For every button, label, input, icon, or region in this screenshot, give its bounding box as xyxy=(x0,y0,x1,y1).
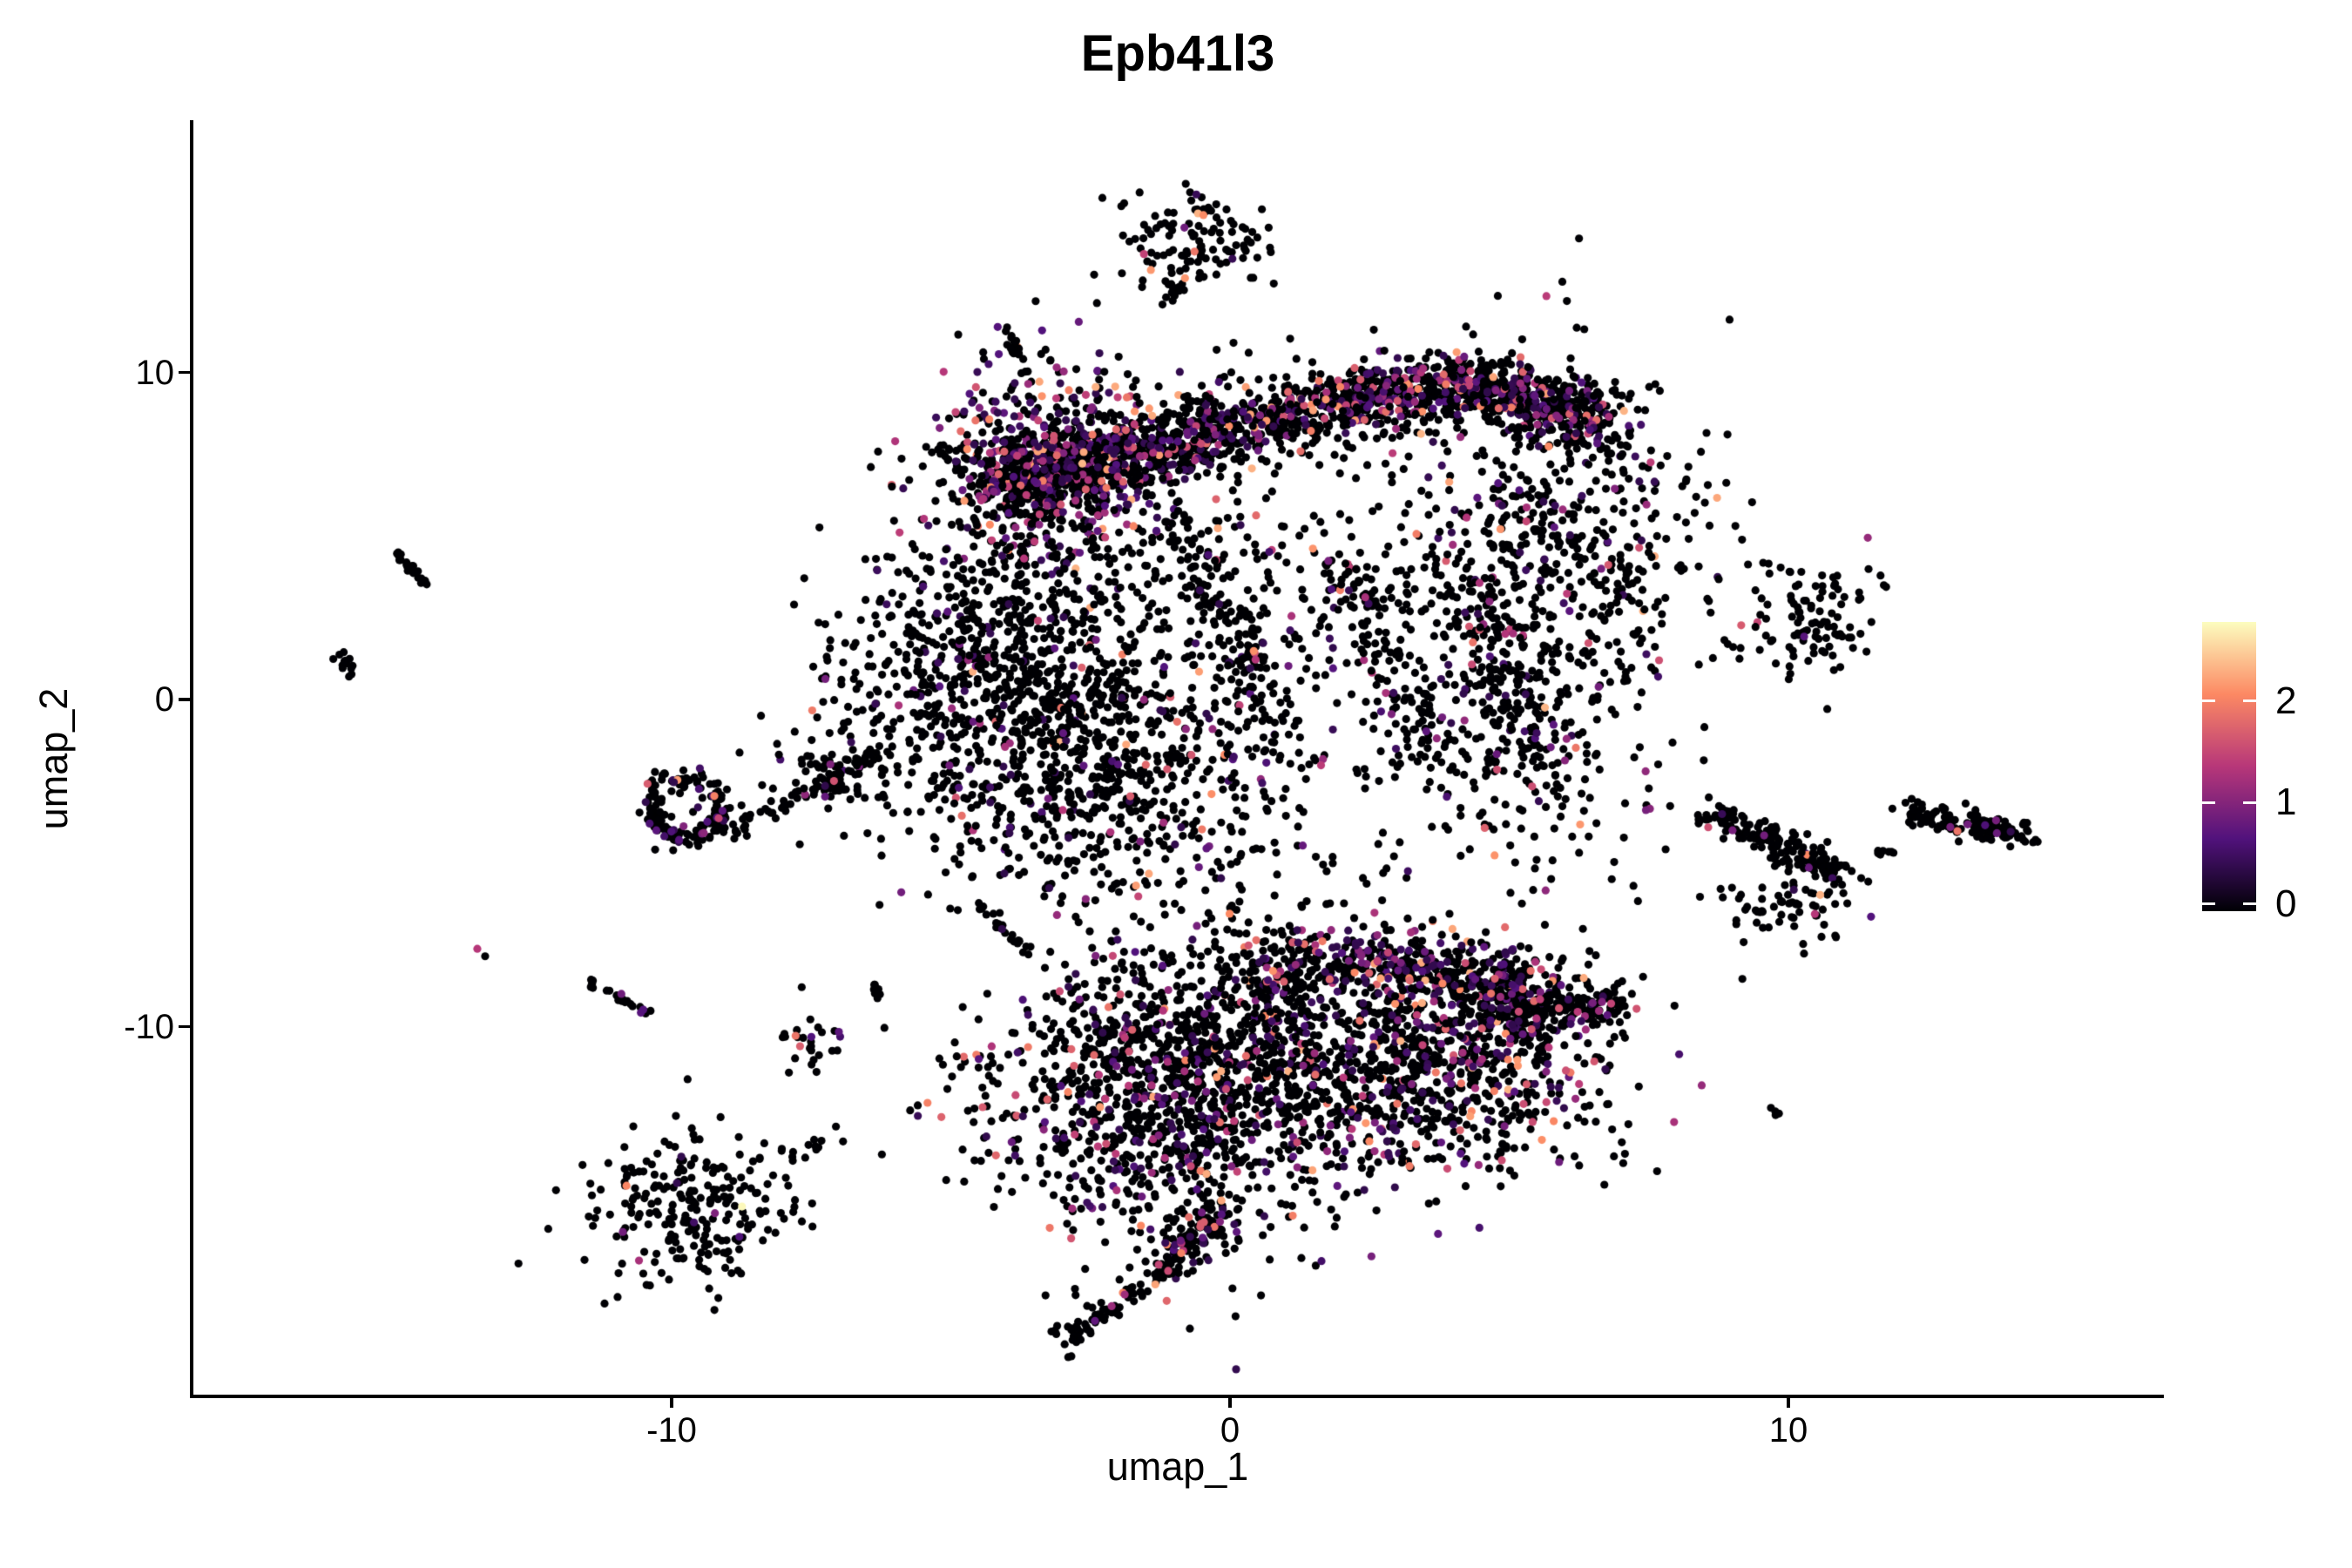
y-tick-label: -10 xyxy=(124,1007,174,1046)
colorbar-tick-right xyxy=(2243,700,2256,703)
colorbar-tick-left xyxy=(2202,801,2215,804)
colorbar-label: 1 xyxy=(2275,781,2297,824)
colorbar-tick-right xyxy=(2243,801,2256,804)
colorbar-gradient xyxy=(2202,622,2256,911)
x-tick-label: 10 xyxy=(1768,1411,1808,1450)
y-tick-0 xyxy=(179,370,190,375)
x-axis-line xyxy=(190,1395,2164,1398)
colorbar-tick-left xyxy=(2202,700,2215,703)
x-tick-1 xyxy=(1228,1396,1232,1408)
x-tick-0 xyxy=(670,1396,673,1408)
y-tick-2 xyxy=(179,1024,190,1029)
y-axis-label: umap_2 xyxy=(31,687,76,830)
colorbar-tick-right xyxy=(2243,902,2256,906)
y-tick-label: 10 xyxy=(135,353,175,392)
y-tick-label: 0 xyxy=(154,680,174,719)
colorbar-label: 0 xyxy=(2275,882,2297,925)
y-tick-1 xyxy=(179,698,190,701)
x-tick-label: -10 xyxy=(646,1411,697,1450)
colorbar-tick-left xyxy=(2202,902,2215,906)
x-tick-2 xyxy=(1787,1396,1790,1408)
colorbar-label: 2 xyxy=(2275,679,2297,722)
y-axis-line xyxy=(190,120,193,1398)
page-title: Epb41l3 xyxy=(1080,25,1275,82)
x-tick-label: 0 xyxy=(1220,1411,1240,1450)
x-axis-label: umap_1 xyxy=(1106,1444,1249,1489)
